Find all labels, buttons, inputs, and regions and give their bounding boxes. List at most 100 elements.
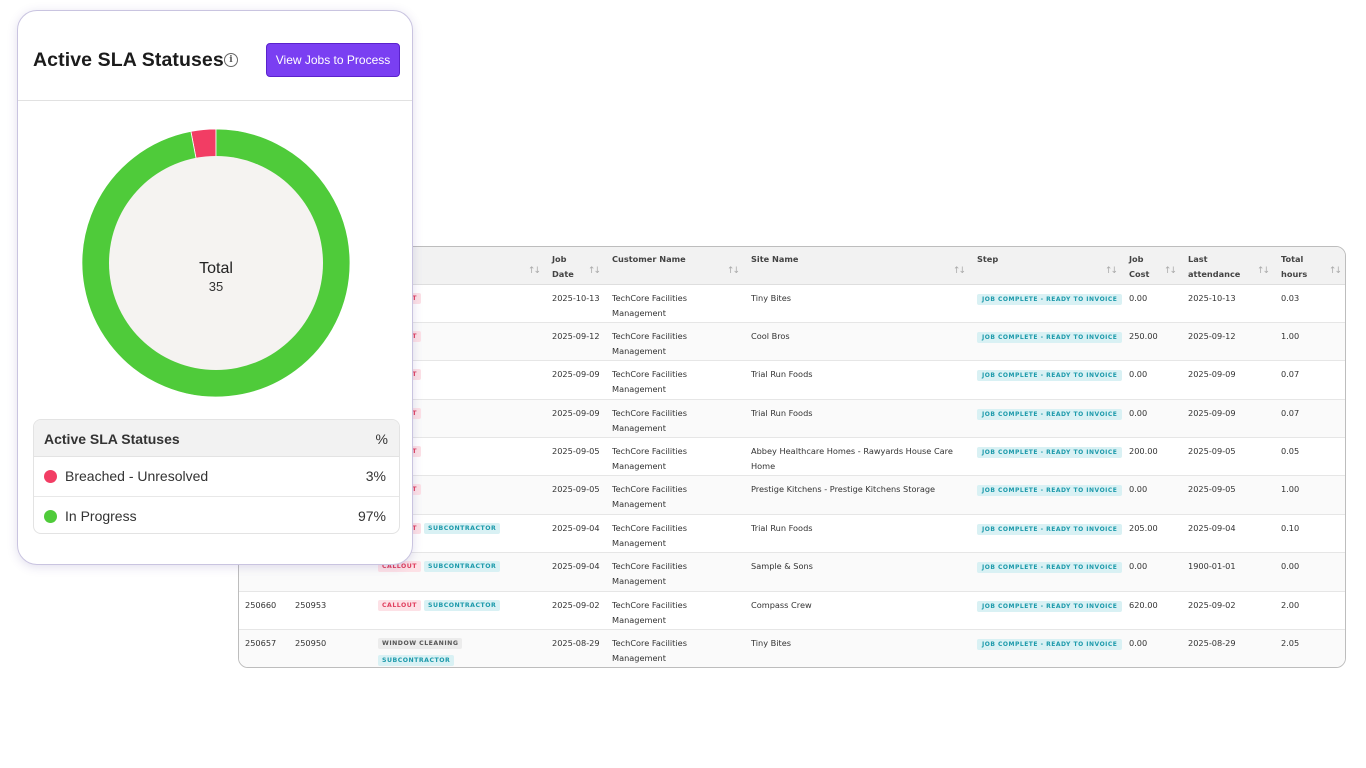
step-badge: JOB COMPLETE - READY TO INVOICE <box>977 600 1123 612</box>
view-jobs-button[interactable]: View Jobs to Process <box>266 43 400 77</box>
last-attendance-cell: 2025-09-12 <box>1188 330 1236 341</box>
last-attendance-cell: 2025-08-29 <box>1188 638 1236 649</box>
job-cost-cell: 200.00 <box>1129 446 1158 457</box>
column-header-label: Step <box>977 254 999 264</box>
job-cost-cell: 0.00 <box>1129 561 1148 572</box>
total-hours-cell: 2.00 <box>1281 599 1300 610</box>
total-hours-cell: 0.05 <box>1281 446 1300 457</box>
site-name-cell: Sample & Sons <box>751 561 813 572</box>
customer-name-cell: TechCore Facilities Management <box>612 330 687 356</box>
step-badge: JOB COMPLETE - READY TO INVOICE <box>977 562 1123 574</box>
job-date-cell: 2025-09-04 <box>552 561 600 572</box>
legend-row-breached[interactable]: Breached - Unresolved 3% <box>34 457 399 496</box>
site-name-cell: Trial Run Foods <box>751 522 813 533</box>
step-badge: JOB COMPLETE - READY TO INVOICE <box>977 447 1123 459</box>
job-type-badge: SUBCONTRACTOR <box>378 655 455 667</box>
legend-row-in-progress[interactable]: In Progress 97% <box>34 495 399 534</box>
table-row[interactable]: 250657 250950 WINDOW CLEANING SUBCONTRACTOR… <box>239 629 1345 667</box>
job-date-cell: 2025-10-13 <box>552 292 600 303</box>
step-cell: JOB COMPLETE - READY TO INVOICE <box>971 514 1123 552</box>
legend-value: 3% <box>365 468 386 484</box>
legend-header-pct: % <box>375 431 388 447</box>
job-date-cell: 2025-09-05 <box>552 484 600 495</box>
sla-legend-table: Active SLA Statuses % Breached - Unresol… <box>33 419 400 534</box>
job-type-badge: WINDOW CLEANING <box>378 638 463 650</box>
step-badge: JOB COMPLETE - READY TO INVOICE <box>977 523 1123 535</box>
donut-total-label: Total <box>199 260 233 277</box>
column-header[interactable]: Job Cost ↑↓ <box>1123 247 1182 285</box>
column-header-label: Site Name <box>751 254 799 264</box>
customer-name-cell: TechCore Facilities Management <box>612 561 687 587</box>
job-cost-cell: 0.00 <box>1129 369 1148 380</box>
job-id-cell: 250657 <box>245 638 277 649</box>
sort-icon[interactable]: ↑↓ <box>1328 266 1342 276</box>
job-type-badge: CALLOUT <box>378 561 421 573</box>
column-header[interactable]: Total hours ↑↓ <box>1275 247 1345 285</box>
legend-label: In Progress <box>65 507 137 524</box>
job-date-cell: 2025-09-04 <box>552 522 600 533</box>
site-name-cell: Trial Run Foods <box>751 369 813 380</box>
column-header[interactable]: Site Name ↑↓ <box>745 247 971 285</box>
job-date-cell: 2025-08-29 <box>552 638 600 649</box>
step-badge: JOB COMPLETE - READY TO INVOICE <box>977 293 1123 305</box>
site-name-cell: Tiny Bites <box>751 638 792 649</box>
table-row[interactable]: 250660 250953 CALLOUT SUBCONTRACTOR 2025-09-… <box>239 591 1345 630</box>
sort-icon[interactable]: ↑↓ <box>527 266 541 276</box>
job-cost-cell: 205.00 <box>1129 522 1158 533</box>
info-icon[interactable]: i <box>224 53 238 67</box>
total-hours-cell: 2.05 <box>1281 638 1300 649</box>
column-header[interactable]: Step ↑↓ <box>971 247 1123 285</box>
sort-icon[interactable]: ↑↓ <box>1163 266 1177 276</box>
total-hours-cell: 1.00 <box>1281 330 1300 341</box>
job-id-cell: 250660 <box>245 599 277 610</box>
legend-header-label: Active SLA Statuses <box>44 431 180 447</box>
customer-name-cell: TechCore Facilities Management <box>612 638 687 664</box>
job-date-cell: 2025-09-09 <box>552 407 600 418</box>
sort-icon[interactable]: ↑↓ <box>1104 266 1118 276</box>
job-tags-cell: WINDOW CLEANING SUBCONTRACTOR <box>376 630 546 667</box>
last-attendance-cell: 2025-09-09 <box>1188 407 1236 418</box>
job-type-badge: SUBCONTRACTOR <box>424 522 501 534</box>
column-header[interactable]: Last attendance ↑↓ <box>1182 247 1275 285</box>
sort-icon[interactable]: ↑↓ <box>1256 266 1270 276</box>
step-cell: JOB COMPLETE - READY TO INVOICE <box>971 591 1123 629</box>
job-cost-cell: 0.00 <box>1129 638 1148 649</box>
job-ref-cell: 250953 <box>295 599 327 610</box>
column-header[interactable]: Job Date ↑↓ <box>546 247 606 285</box>
total-hours-cell: 0.07 <box>1281 369 1300 380</box>
donut-total-value: 35 <box>209 279 223 294</box>
jobs-table-panel: ↑↓ Job Date ↑↓ Customer Name ↑↓ Site Name ↑↓ St… <box>238 246 1346 668</box>
last-attendance-cell: 1900-01-01 <box>1188 561 1236 572</box>
job-cost-cell: 0.00 <box>1129 484 1148 495</box>
job-date-cell: 2025-09-12 <box>552 330 600 341</box>
job-cost-cell: 250.00 <box>1129 330 1158 341</box>
step-cell: JOB COMPLETE - READY TO INVOICE <box>971 284 1123 322</box>
column-header-label: Job Date <box>552 254 574 279</box>
site-name-cell: Cool Bros <box>751 330 790 341</box>
customer-name-cell: TechCore Facilities Management <box>612 407 687 433</box>
step-badge: JOB COMPLETE - READY TO INVOICE <box>977 485 1123 497</box>
job-cost-cell: 0.00 <box>1129 292 1148 303</box>
column-header[interactable]: Customer Name ↑↓ <box>606 247 745 285</box>
customer-name-cell: TechCore Facilities Management <box>612 446 687 472</box>
site-name-cell: Compass Crew <box>751 599 812 610</box>
customer-name-cell: TechCore Facilities Management <box>612 292 687 318</box>
sort-icon[interactable]: ↑↓ <box>587 266 601 276</box>
last-attendance-cell: 2025-09-05 <box>1188 446 1236 457</box>
job-type-badge: SUBCONTRACTOR <box>424 561 501 573</box>
sort-icon[interactable]: ↑↓ <box>952 266 966 276</box>
card-divider <box>18 100 412 101</box>
job-cost-cell: 0.00 <box>1129 407 1148 418</box>
column-header-label: Job Cost <box>1129 254 1150 279</box>
sort-icon[interactable]: ↑↓ <box>726 266 740 276</box>
last-attendance-cell: 2025-09-09 <box>1188 369 1236 380</box>
step-cell: JOB COMPLETE - READY TO INVOICE <box>971 438 1123 476</box>
step-badge: JOB COMPLETE - READY TO INVOICE <box>977 639 1123 651</box>
